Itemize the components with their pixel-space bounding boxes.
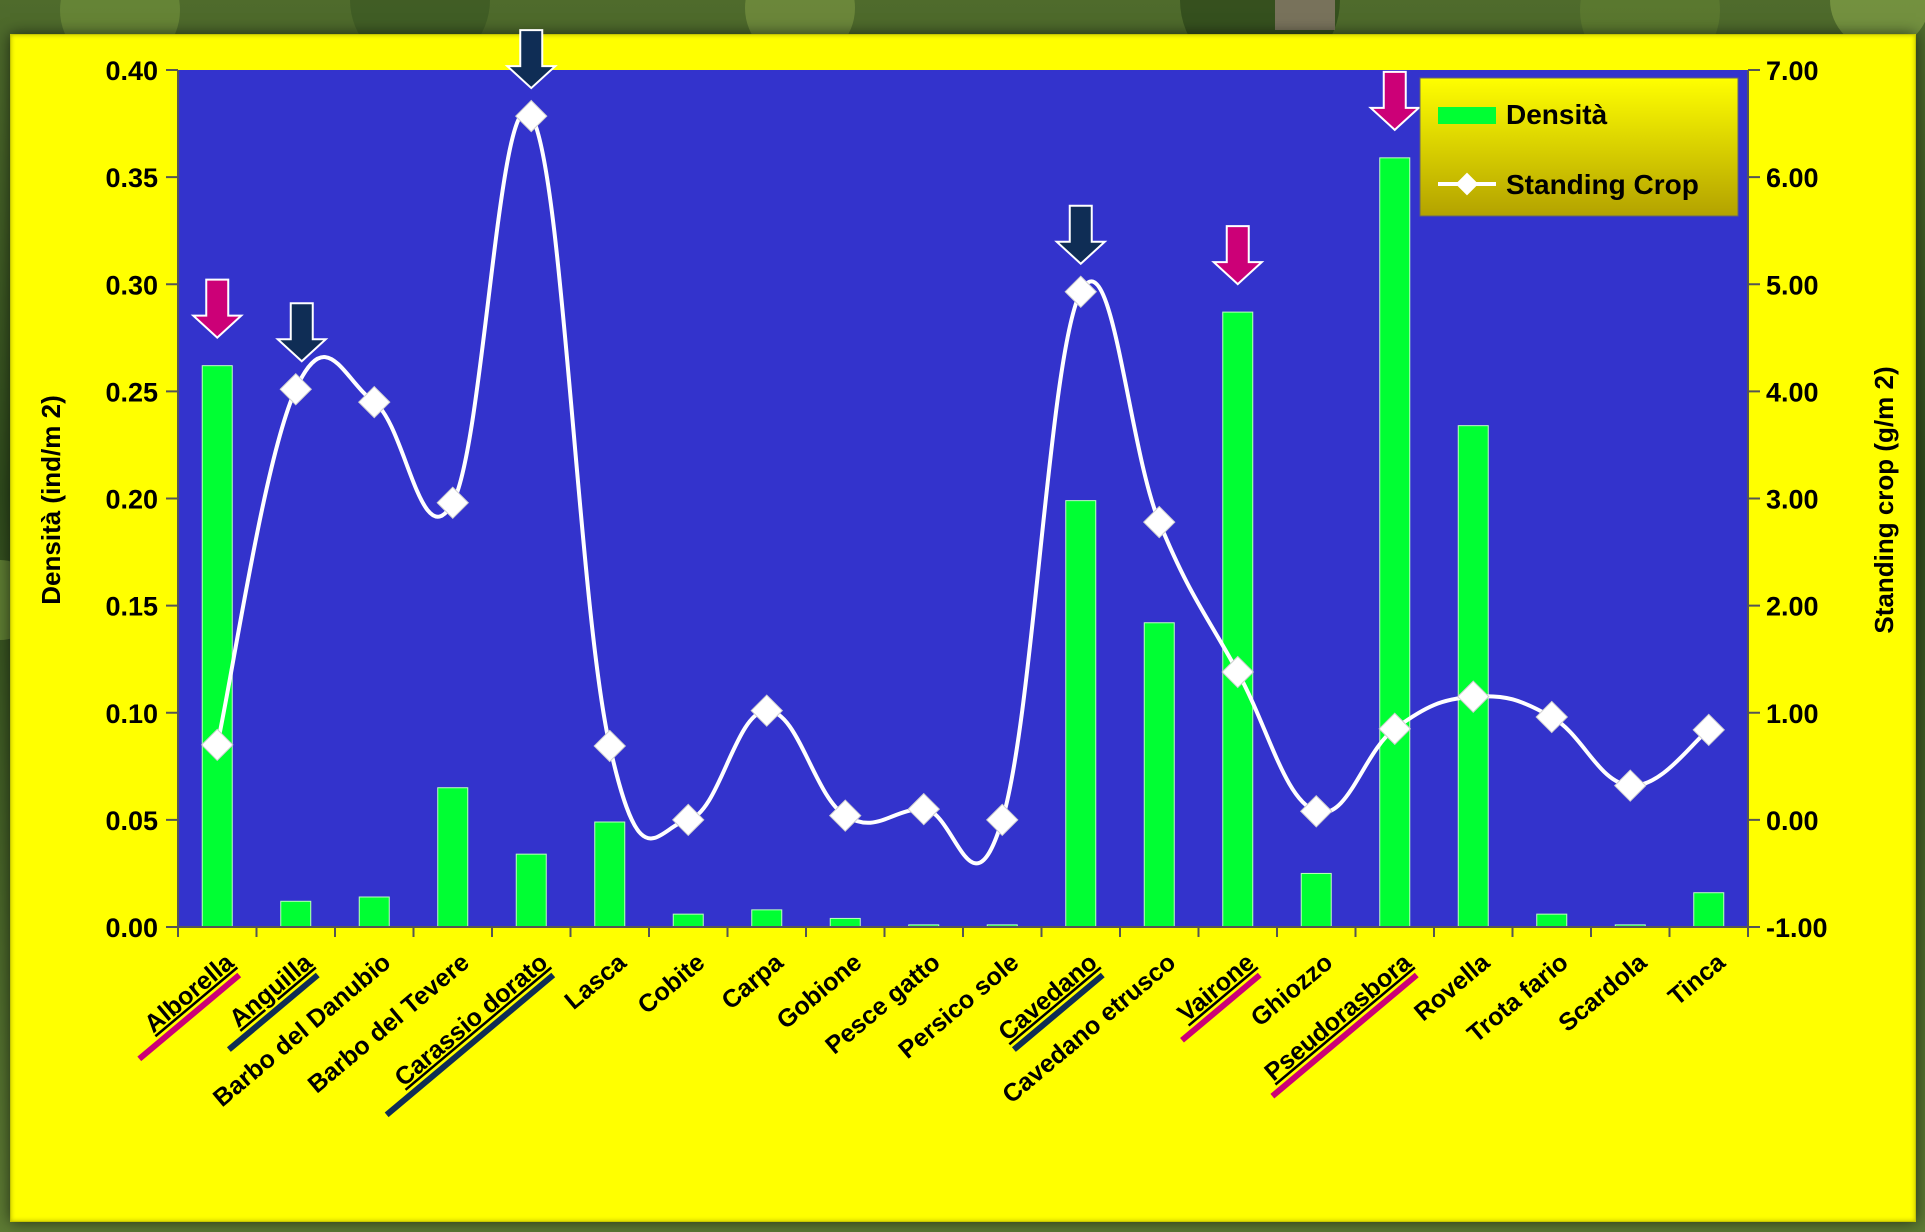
standing-crop-point-vairone xyxy=(1221,655,1255,689)
standing-crop-point-cavedano-etrusco xyxy=(1142,505,1176,539)
standing-crop-point-alborella xyxy=(200,728,234,762)
y-axis-title: Densità (ind/m 2) xyxy=(36,395,66,604)
highlight-arrow-alborella xyxy=(190,278,244,340)
bar-cavedano-etrusco xyxy=(1143,622,1175,928)
highlight-arrow-cavedano xyxy=(1054,204,1108,266)
highlight-underline-anguilla xyxy=(226,972,320,1052)
y2-tick-label: 1.00 xyxy=(1766,699,1819,729)
legend-label-standing-crop: Standing Crop xyxy=(1506,169,1699,200)
bar-tinca xyxy=(1693,892,1725,928)
standing-crop-point-trota-fario xyxy=(1535,700,1569,734)
highlight-arrow-carassio-dorato xyxy=(504,29,558,90)
y2-tick-label: 4.00 xyxy=(1766,377,1819,407)
highlight-underline-pseudorasbora xyxy=(1270,972,1419,1099)
y-tick-label: 0.20 xyxy=(105,485,158,515)
standing-crop-point-carassio-dorato xyxy=(514,99,548,133)
legend-label-densita: Densità xyxy=(1506,99,1608,130)
bar-gobione xyxy=(829,917,861,928)
highlight-underline-carassio-dorato xyxy=(384,972,556,1118)
y-tick-label: 0.10 xyxy=(105,699,158,729)
x-tick-label-cobite: Cobite xyxy=(633,948,711,1020)
y-tick-label: 0.15 xyxy=(105,592,158,622)
standing-crop-point-cavedano xyxy=(1064,275,1098,309)
bar-barbo-del-danubio xyxy=(358,896,390,928)
x-tick-label-tinca: Tinca xyxy=(1663,947,1732,1011)
legend-swatch-densita xyxy=(1438,107,1496,124)
standing-crop-point-cobite xyxy=(671,803,705,837)
standing-crop-point-barbo-del-danubio xyxy=(357,385,391,419)
highlight-underline-cavedano xyxy=(1011,972,1105,1052)
highlight-arrow-vairone xyxy=(1211,225,1265,286)
standing-crop-point-scardola xyxy=(1613,769,1647,802)
legend-box xyxy=(1419,77,1739,217)
bar-anguilla xyxy=(280,900,312,928)
x-tick-label-scardola: Scardola xyxy=(1553,947,1653,1037)
y2-tick-label: 0.00 xyxy=(1766,806,1819,836)
y2-tick-label: 5.00 xyxy=(1766,270,1819,300)
bar-lasca xyxy=(594,821,626,928)
x-tick-label-pseudorasbora: Pseudorasbora xyxy=(1259,947,1417,1086)
standing-crop-point-ghiozzo xyxy=(1299,795,1333,828)
y-tick-label: 0.00 xyxy=(105,913,158,943)
y2-tick-label: 3.00 xyxy=(1766,485,1819,515)
standing-crop-point-anguilla xyxy=(279,372,313,406)
y2-axis-title: Standing crop (g/m 2) xyxy=(1869,366,1899,633)
y2-tick-label: 6.00 xyxy=(1766,163,1819,193)
y-tick-label: 0.30 xyxy=(105,270,158,300)
bar-trota-fario xyxy=(1536,913,1568,928)
standing-crop-point-tinca xyxy=(1692,713,1726,747)
standing-crop-point-lasca xyxy=(593,729,627,763)
standing-crop-point-persico-sole xyxy=(985,803,1019,837)
bar-carpa xyxy=(751,909,783,928)
y-tick-label: 0.05 xyxy=(105,806,158,836)
bar-alborella xyxy=(201,365,233,928)
y-tick-label: 0.25 xyxy=(105,377,158,407)
y-tick-label: 0.40 xyxy=(105,56,158,86)
highlight-underline-alborella xyxy=(137,972,242,1062)
x-tick-label-lasca: Lasca xyxy=(559,947,632,1015)
highlight-underline-vairone xyxy=(1180,972,1262,1043)
bar-pseudorasbora xyxy=(1379,157,1411,928)
x-tick-label-carpa: Carpa xyxy=(716,947,789,1015)
bar-barbo-del-tevere xyxy=(437,787,469,928)
standing-crop-point-carpa xyxy=(750,694,784,727)
standing-crop-point-barbo-del-tevere xyxy=(436,486,470,520)
y2-tick-label: 2.00 xyxy=(1766,592,1819,622)
bar-vairone xyxy=(1222,311,1254,928)
bar-cavedano xyxy=(1065,500,1097,928)
standing-crop-point-gobione xyxy=(828,799,862,832)
y-tick-label: 0.35 xyxy=(105,163,158,193)
bar-cobite xyxy=(672,913,704,928)
standing-crop-point-rovella xyxy=(1456,680,1490,713)
standing-crop-point-pesce-gatto xyxy=(907,792,941,826)
bar-ghiozzo xyxy=(1300,872,1332,928)
x-tick-label-alborella: Alborella xyxy=(139,947,240,1038)
standing-crop-point-pseudorasbora xyxy=(1378,712,1412,746)
legend: Densità Standing Crop xyxy=(1419,77,1739,217)
y2-tick-label: -1.00 xyxy=(1766,913,1828,943)
bar-rovella xyxy=(1457,425,1489,928)
highlight-arrow-anguilla xyxy=(275,302,329,363)
y2-tick-label: 7.00 xyxy=(1766,56,1819,86)
highlight-arrow-pseudorasbora xyxy=(1368,70,1422,132)
bar-carassio-dorato xyxy=(515,853,547,928)
